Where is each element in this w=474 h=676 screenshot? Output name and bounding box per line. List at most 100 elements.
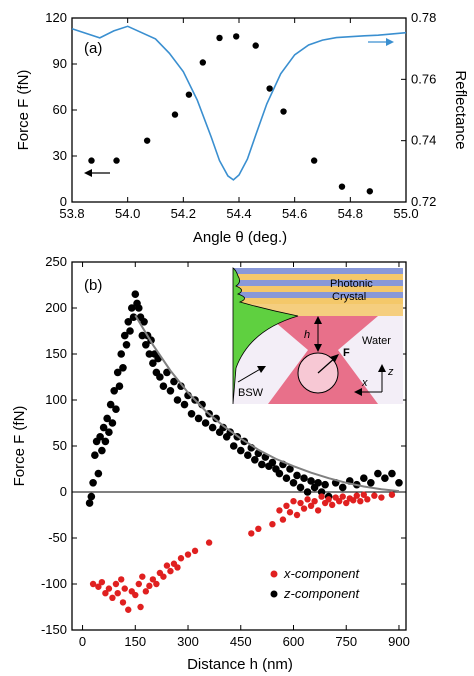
x-component-point — [300, 505, 308, 512]
z-component-point — [360, 474, 368, 483]
x-component-point — [290, 498, 297, 505]
x-component-points — [89, 491, 396, 613]
x-component-point — [121, 585, 128, 592]
panel-b: (b) 0 150 300 450 600 750 900 -150 -100 -50 0 50 10… — [11, 254, 410, 673]
z-component-point — [381, 474, 389, 483]
x-component-point — [153, 580, 160, 588]
x-component-point — [89, 580, 97, 588]
x-component-point — [109, 594, 116, 601]
force-point — [233, 33, 240, 40]
x-component-point — [353, 492, 360, 499]
z-component-point — [282, 474, 291, 483]
x-component-point — [336, 498, 343, 505]
legend-x-label: x-component — [283, 566, 361, 581]
panel-a-ylabel: Force F (fN) — [15, 70, 32, 151]
z-component-point — [103, 414, 111, 423]
x-component-point — [142, 588, 150, 595]
z-component-point — [180, 400, 189, 409]
z-component-point — [293, 471, 301, 480]
reflectance-curve — [71, 25, 407, 181]
x-component-point — [163, 562, 171, 569]
legend-z-label: z-component — [283, 586, 361, 601]
x-component-point — [98, 578, 106, 586]
inset-photonic-label: Photonic — [330, 278, 373, 290]
z-component-point — [96, 433, 104, 441]
x-component-point — [137, 603, 144, 611]
z-component-point — [113, 368, 122, 377]
z-component-point — [126, 327, 134, 335]
z-component-point — [129, 313, 138, 322]
x-component-point — [177, 555, 185, 562]
x-component-point — [360, 491, 368, 498]
x-component-point — [339, 493, 346, 500]
z-component-point — [321, 480, 329, 489]
force-point — [266, 85, 273, 92]
z-component-point — [166, 387, 175, 395]
y-tick-label: 30 — [53, 148, 67, 163]
z-component-point — [303, 488, 312, 496]
y-tick-label: -50 — [48, 530, 67, 545]
force-point — [143, 137, 151, 144]
panel-a-y2label: Reflectance — [452, 70, 469, 149]
x-component-point — [119, 599, 127, 606]
x-component-point — [279, 516, 287, 523]
z-component-point — [170, 377, 178, 386]
panel-b-ylabel: Force F (fN) — [11, 406, 28, 487]
z-component-point — [187, 410, 196, 418]
inset-bsw-label: BSW — [238, 387, 264, 399]
inset-schematic: Photonic Crystal Water BSW h F z x — [232, 267, 403, 405]
y-tick-label: 0 — [60, 484, 67, 499]
y2-tick-label: 0.74 — [411, 133, 436, 148]
z-component-point — [87, 492, 96, 501]
force-point — [113, 157, 120, 164]
z-component-point — [89, 479, 97, 487]
x-component-point — [283, 502, 290, 509]
reflectance-line — [71, 25, 407, 181]
z-component-point — [142, 341, 150, 349]
z-component-point — [367, 479, 375, 487]
z-component-point — [219, 423, 227, 432]
x-component-point — [325, 496, 332, 503]
panel-b-y-ticks: -150 -100 -50 0 50 100 150 200 250 — [41, 254, 406, 637]
x-component-point — [149, 576, 157, 583]
y-tick-label: 60 — [53, 102, 67, 117]
x-component-point — [114, 590, 121, 597]
panel-a: (a) 53.8 54.0 54.2 54.4 54.6 54.8 55.0 0 30 60 90… — [15, 10, 469, 246]
x-tick-label: 450 — [230, 634, 252, 649]
z-component-point — [117, 350, 126, 358]
z-component-point — [110, 387, 118, 395]
x-component-point — [184, 551, 192, 558]
z-component-point — [296, 483, 305, 492]
x-component-point — [311, 498, 318, 505]
z-component-point — [145, 350, 154, 358]
z-component-point — [268, 458, 277, 467]
force-point — [310, 157, 318, 164]
x-component-point — [314, 507, 322, 514]
left-axis-arrow-icon — [84, 169, 110, 177]
x-tick-label: 54.4 — [226, 206, 251, 221]
y-tick-label: 100 — [45, 392, 67, 407]
force-point — [366, 188, 374, 195]
x-component-point — [371, 492, 378, 499]
panel-b-x-ticks: 0 150 300 450 600 750 900 — [79, 262, 410, 649]
force-points — [88, 33, 374, 195]
z-component-point — [194, 414, 203, 423]
z-component-point — [105, 428, 113, 437]
x-component-point — [248, 530, 255, 537]
x-component-point — [276, 507, 283, 514]
z-component-point — [300, 474, 308, 483]
x-component-point — [343, 499, 350, 507]
z-component-point — [177, 382, 185, 391]
x-tick-label: 750 — [335, 634, 357, 649]
x-component-point — [191, 547, 199, 555]
x-component-point — [318, 493, 325, 500]
z-component-points — [85, 290, 403, 507]
z-component-point — [91, 451, 99, 460]
panel-b-xlabel: Distance h (nm) — [187, 656, 293, 673]
x-component-point — [139, 573, 146, 580]
x-component-point — [350, 497, 357, 504]
x-component-point — [378, 494, 385, 501]
y-tick-label: 0 — [60, 194, 67, 209]
x-component-point — [293, 511, 301, 519]
